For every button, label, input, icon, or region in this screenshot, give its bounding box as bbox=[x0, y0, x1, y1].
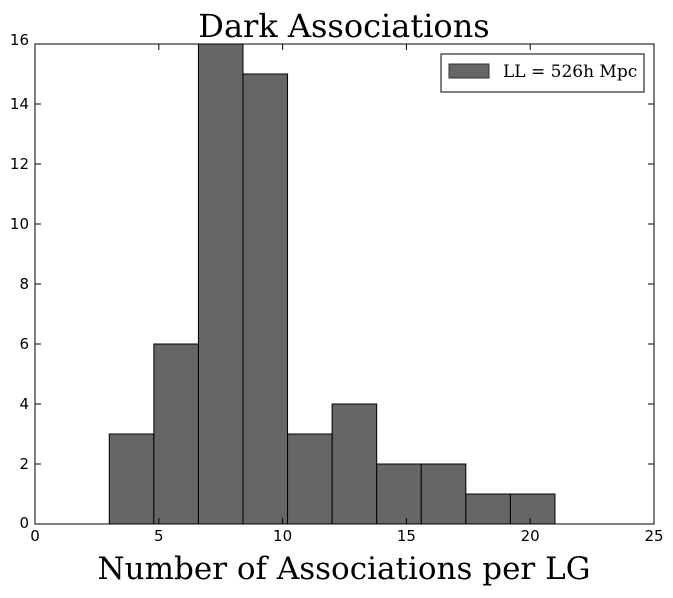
x-tick-label: 0 bbox=[30, 527, 40, 545]
histogram-bar bbox=[465, 493, 511, 525]
histogram-bar bbox=[509, 493, 556, 525]
y-tick-label: 14 bbox=[10, 95, 29, 113]
y-tick-label: 10 bbox=[10, 215, 29, 233]
histogram-bar bbox=[376, 463, 422, 525]
histogram-bar bbox=[197, 43, 244, 525]
legend-label: LL = 526h Mpc bbox=[503, 62, 637, 82]
ticks-group: 0 5 10 15 20 25 0 2 4 6 8 10 12 14 16 bbox=[10, 31, 664, 545]
x-tick-label: 25 bbox=[644, 527, 663, 545]
x-tick-label: 15 bbox=[397, 527, 416, 545]
y-tick-label: 6 bbox=[19, 335, 29, 353]
histogram-bar bbox=[331, 403, 378, 525]
x-tick-label: 20 bbox=[521, 527, 540, 545]
y-tick-label: 2 bbox=[19, 455, 29, 473]
bars-group bbox=[108, 43, 556, 525]
histogram-bar bbox=[287, 433, 333, 525]
x-tick-label: 5 bbox=[154, 527, 164, 545]
plot-frame bbox=[34, 43, 655, 525]
legend: LL = 526h Mpc bbox=[440, 53, 645, 93]
y-tick-label: 12 bbox=[10, 155, 29, 173]
y-tick-label: 4 bbox=[19, 395, 29, 413]
chart-title: Dark Associations bbox=[198, 7, 489, 45]
x-axis-label: Number of Associations per LG bbox=[98, 551, 591, 587]
legend-swatch bbox=[448, 63, 490, 79]
x-tick-label: 10 bbox=[273, 527, 292, 545]
y-tick-label: 8 bbox=[19, 275, 29, 293]
y-tick-label: 16 bbox=[10, 31, 29, 49]
histogram-bar bbox=[242, 73, 289, 525]
histogram-bar bbox=[420, 463, 467, 525]
y-tick-label: 0 bbox=[19, 514, 29, 532]
histogram-bar bbox=[108, 433, 155, 525]
histogram-bar bbox=[153, 343, 199, 525]
